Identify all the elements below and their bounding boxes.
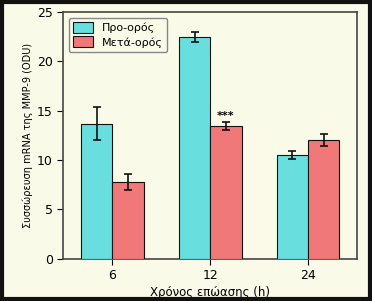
Legend: Προ-ορός, Μετά-ορός: Προ-ορός, Μετά-ορός (69, 17, 167, 52)
Bar (210, 126, 241, 259)
Bar (277, 155, 308, 259)
X-axis label: Χρόνος επώασης (h): Χρόνος επώασης (h) (150, 287, 270, 299)
Bar (308, 140, 340, 259)
Bar (81, 124, 112, 259)
Y-axis label: Συσσώρευση mRNA της MMP-9 (ODU): Συσσώρευση mRNA της MMP-9 (ODU) (22, 43, 33, 228)
Bar (179, 37, 210, 259)
Bar (112, 182, 144, 259)
Text: ***: *** (217, 111, 235, 121)
